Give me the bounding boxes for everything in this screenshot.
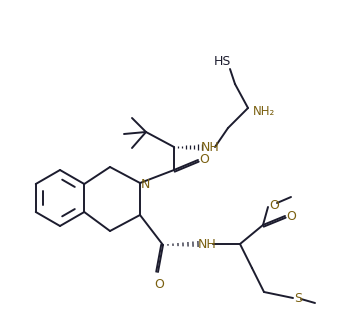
Text: NH: NH bbox=[201, 140, 219, 154]
Text: O: O bbox=[286, 210, 296, 222]
Text: O: O bbox=[269, 199, 279, 212]
Text: S: S bbox=[294, 293, 302, 306]
Text: HS: HS bbox=[213, 55, 231, 68]
Text: O: O bbox=[154, 277, 164, 291]
Text: NH: NH bbox=[198, 238, 216, 251]
Text: NH₂: NH₂ bbox=[253, 105, 275, 118]
Text: O: O bbox=[199, 153, 209, 166]
Text: N: N bbox=[140, 177, 150, 191]
